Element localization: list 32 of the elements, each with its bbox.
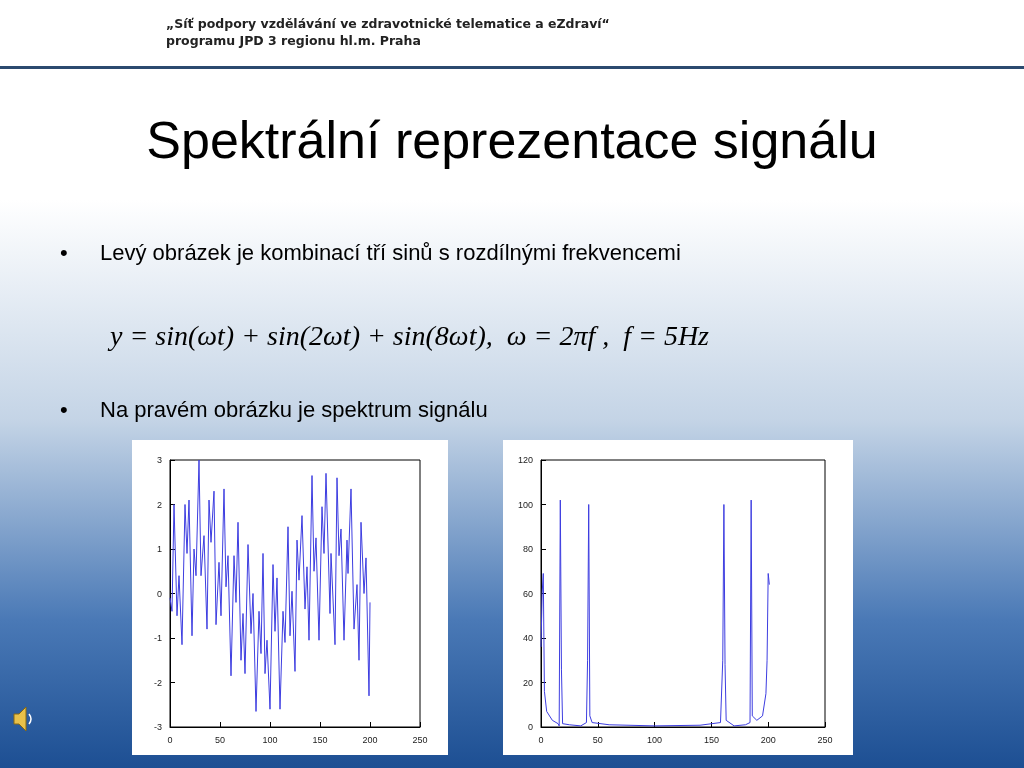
x-tick-label: 150 bbox=[312, 734, 328, 745]
y-tick-label: 100 bbox=[517, 499, 533, 510]
y-tick-label: 20 bbox=[522, 677, 533, 688]
y-tick-label: -1 bbox=[153, 633, 162, 643]
y-tick-label: 120 bbox=[517, 455, 533, 465]
y-tick-label: -2 bbox=[153, 677, 162, 688]
x-tick-label: 0 bbox=[538, 734, 544, 745]
x-tick-label: 150 bbox=[703, 734, 719, 745]
x-tick-label: 100 bbox=[262, 734, 278, 745]
text: • Levý obrázek je kombinací tří sinů s rozdílnými frekvencemi bbox=[60, 240, 681, 265]
line-series bbox=[169, 459, 371, 712]
y-tick-label: 80 bbox=[522, 544, 533, 554]
x-tick-label: 0 bbox=[167, 734, 173, 745]
x-tick-label: 100 bbox=[647, 734, 663, 745]
chart-title: Spektrální reprezentace signálu bbox=[145, 110, 879, 170]
y-tick-label: 60 bbox=[522, 588, 533, 599]
y-tick-label: 1 bbox=[156, 544, 162, 554]
text: „Síť podpory vzdělávání ve zdravotnické telematice a eZdraví“ programu JPD 3 regionu hl.m. Praha bbox=[166, 15, 611, 49]
x-tick-label: 200 bbox=[760, 734, 776, 745]
text: • Na pravém obrázku je spektrum signálu bbox=[60, 397, 488, 422]
x-tick-label: 250 bbox=[412, 734, 428, 745]
line-series bbox=[540, 499, 770, 727]
y-tick-label: 0 bbox=[527, 722, 533, 732]
x-tick-label: 50 bbox=[592, 734, 603, 745]
y-tick-label: -3 bbox=[153, 722, 162, 732]
y-tick-label: 3 bbox=[156, 455, 162, 465]
y-tick-label: 2 bbox=[156, 499, 162, 510]
y-tick-label: 40 bbox=[522, 633, 533, 643]
x-tick-label: 250 bbox=[817, 734, 833, 745]
x-tick-label: 50 bbox=[214, 734, 226, 745]
y-tick-label: 0 bbox=[156, 588, 162, 599]
x-tick-label: 200 bbox=[362, 734, 378, 745]
